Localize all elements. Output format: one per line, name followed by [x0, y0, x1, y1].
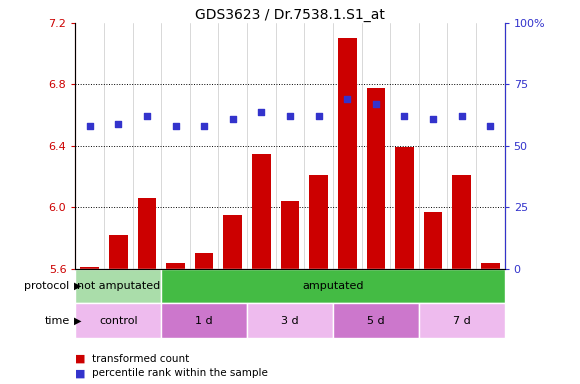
Point	[371, 101, 380, 107]
Bar	[137, 198, 156, 269]
Text: ■: ■	[75, 354, 86, 364]
Text: ■: ■	[75, 368, 86, 378]
Bar	[338, 38, 357, 269]
Text: 1 d: 1 d	[195, 316, 213, 326]
Point	[85, 123, 95, 129]
Text: 3 d: 3 d	[281, 316, 299, 326]
Point	[285, 113, 295, 119]
Bar	[481, 263, 499, 269]
Bar	[166, 263, 185, 269]
Point	[257, 108, 266, 114]
Bar	[395, 147, 414, 269]
Bar	[75, 303, 161, 338]
Text: amputated: amputated	[302, 281, 364, 291]
Bar	[195, 253, 213, 269]
Text: time: time	[44, 316, 70, 326]
Point	[114, 121, 123, 127]
Point	[485, 123, 495, 129]
Bar	[109, 235, 128, 269]
Point	[429, 116, 438, 122]
Bar	[161, 303, 247, 338]
Text: ▶: ▶	[74, 281, 82, 291]
Bar	[309, 175, 328, 269]
Point	[314, 113, 323, 119]
Point	[400, 113, 409, 119]
Text: not amputated: not amputated	[77, 281, 160, 291]
Bar	[161, 269, 505, 303]
Point	[457, 113, 466, 119]
Text: 7 d: 7 d	[453, 316, 470, 326]
Text: control: control	[99, 316, 137, 326]
Bar	[281, 201, 299, 269]
Point	[171, 123, 180, 129]
Point	[343, 96, 352, 102]
Bar	[252, 154, 271, 269]
Bar	[424, 212, 443, 269]
Text: protocol: protocol	[24, 281, 70, 291]
Bar	[419, 303, 505, 338]
Bar	[333, 303, 419, 338]
Bar	[81, 267, 99, 269]
Bar	[367, 88, 385, 269]
Point	[142, 113, 151, 119]
Point	[228, 116, 237, 122]
Text: ▶: ▶	[74, 316, 82, 326]
Title: GDS3623 / Dr.7538.1.S1_at: GDS3623 / Dr.7538.1.S1_at	[195, 8, 385, 22]
Bar	[75, 269, 161, 303]
Text: percentile rank within the sample: percentile rank within the sample	[92, 368, 267, 378]
Bar	[247, 303, 333, 338]
Point	[200, 123, 209, 129]
Text: 5 d: 5 d	[367, 316, 385, 326]
Bar	[452, 175, 471, 269]
Bar	[223, 215, 242, 269]
Text: transformed count: transformed count	[92, 354, 189, 364]
